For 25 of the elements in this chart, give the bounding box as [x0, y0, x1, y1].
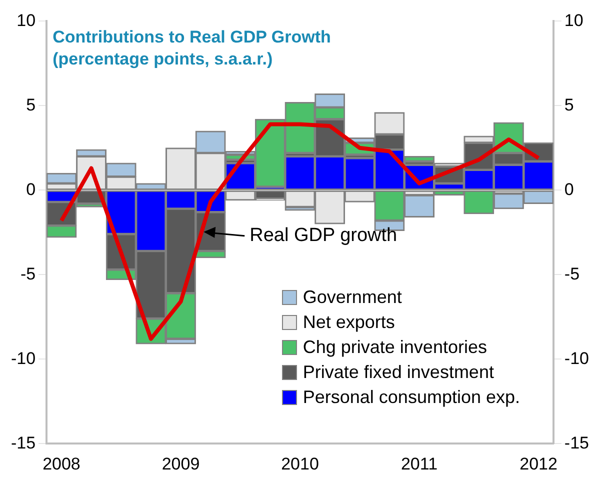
x-tick-label: 2008 [42, 454, 80, 474]
x-tick-label: 2009 [162, 454, 200, 474]
legend-label: Private fixed investment [302, 361, 494, 384]
y2-tick-label: 0 [564, 180, 574, 199]
text: (percentage points, s.a.a.r.) [52, 49, 273, 68]
y-tick-label: -5 [20, 264, 36, 284]
y2-tick-label: -10 [564, 348, 590, 368]
y-tick-label: -15 [10, 433, 36, 452]
x-tick-label: 2011 [400, 454, 438, 474]
legend-label: Net exports [302, 311, 395, 334]
y2-tick-label: -5 [564, 264, 580, 284]
y-tick-label: 5 [26, 95, 36, 114]
legend-label: Personal consumption exp. [302, 386, 520, 409]
y-tick-label: 0 [26, 180, 36, 199]
y2-tick-label: 5 [564, 95, 574, 114]
y-tick-label: -10 [10, 348, 36, 368]
y2-tick-label: 10 [564, 10, 584, 30]
legend-label: Real GDP growth [250, 225, 398, 246]
x-tick-label: 2012 [520, 454, 558, 474]
y-tick-label: 10 [16, 10, 36, 30]
legend-label: Chg private inventories [302, 336, 487, 359]
chart-title: Contributions to Real GDP Growth [52, 27, 331, 46]
y2-tick-label: -15 [564, 433, 590, 452]
legend-label: Government [302, 286, 402, 309]
x-tick-label: 2010 [281, 454, 319, 474]
